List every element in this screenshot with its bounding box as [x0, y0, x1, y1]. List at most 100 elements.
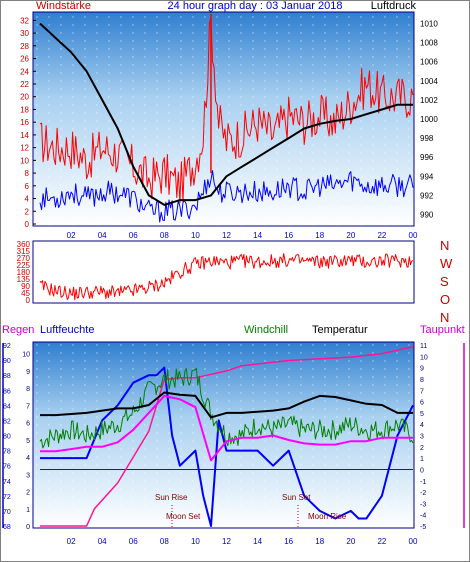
humidity-tick-label: 76: [3, 464, 11, 471]
temp-x-tick-label: 10: [191, 537, 200, 546]
wind-tick-label: 8: [25, 169, 30, 178]
legend-windchill: Windchill: [244, 324, 288, 336]
sun-set-label: Sun Set: [282, 493, 311, 502]
humidity-tick-label: 72: [3, 494, 11, 501]
wind-x-tick-label: 00: [409, 231, 418, 240]
wind-tick-label: 0: [25, 220, 30, 229]
pressure-tick-label: 1006: [420, 58, 438, 67]
humidity-tick-label: 86: [3, 388, 11, 395]
humidity-tick-label: 82: [3, 418, 11, 425]
wind-x-tick-label: 10: [191, 231, 200, 240]
temperature-tick-label: 6: [420, 400, 424, 407]
pressure-tick-label: 1008: [420, 39, 438, 48]
temperature-tick-label: 1: [420, 456, 424, 463]
temp-x-tick-label: 14: [253, 537, 262, 546]
wind-tick-label: 30: [20, 29, 29, 38]
temp-x-tick-label: 00: [409, 537, 418, 546]
direction-tick-label: 90: [21, 282, 30, 291]
temperature-tick-label: 0: [420, 467, 424, 474]
direction-tick-label: 225: [17, 261, 31, 270]
legend-temperatur: Temperatur: [312, 324, 368, 336]
temperature-tick-label: -5: [420, 524, 426, 531]
rain-tick-label: 10: [22, 352, 30, 359]
wind-tick-label: 4: [25, 195, 30, 204]
temp-x-tick-label: 18: [315, 537, 324, 546]
wind-gust-series: [39, 16, 414, 204]
labels-layer: 0246810121416182022242628303299099299499…: [3, 16, 438, 546]
sun-rise-label: Sun Rise: [155, 493, 188, 502]
rain-tick-label: 2: [26, 490, 30, 497]
rain-tick-label: 3: [26, 472, 30, 479]
pressure-tick-label: 1002: [420, 96, 438, 105]
wind-tick-label: 26: [20, 55, 29, 64]
temp-x-tick-label: 08: [160, 537, 169, 546]
wind-tick-label: 6: [25, 182, 30, 191]
temperature-tick-label: 7: [420, 388, 424, 395]
humidity-tick-label: 90: [3, 358, 11, 365]
temp-x-tick-label: 20: [346, 537, 355, 546]
rain-tick-label: 7: [26, 403, 30, 410]
temperature-tick-label: -4: [420, 513, 426, 520]
rain-tick-label: 4: [26, 455, 30, 462]
pressure-tick-label: 998: [420, 134, 434, 143]
wind-x-tick-label: 16: [284, 231, 293, 240]
temperature-tick-label: -1: [420, 479, 426, 486]
pressure-tick-label: 1004: [420, 77, 438, 86]
compass-w: W: [440, 256, 453, 271]
rain-series: [40, 345, 414, 527]
rain-tick-label: 0: [26, 524, 30, 531]
pressure-tick-label: 1010: [420, 20, 438, 29]
wind-tick-label: 32: [20, 16, 29, 25]
wind-x-tick-label: 20: [346, 231, 355, 240]
direction-tick-label: 45: [21, 289, 30, 298]
wind-x-tick-label: 04: [98, 231, 107, 240]
dewpoint-series: [40, 394, 413, 462]
pressure-tick-label: 992: [420, 191, 434, 200]
wind-x-tick-label: 02: [67, 231, 76, 240]
compass-n-top: N: [440, 238, 449, 253]
wind-axis-title: Windstärke: [36, 0, 91, 12]
humidity-tick-label: 84: [3, 403, 11, 410]
wind-tick-label: 22: [20, 80, 29, 89]
wind-tick-label: 24: [20, 67, 29, 76]
pressure-axis-title: Luftdruck: [371, 0, 417, 12]
legend-regen: Regen: [2, 324, 34, 336]
temperature-tick-label: 3: [420, 434, 424, 441]
chart-title: 24 hour graph day : 03 Januar 2018: [168, 0, 343, 12]
legend-luftfeuchte: Luftfeuchte: [40, 324, 94, 336]
wind-x-tick-label: 06: [129, 231, 138, 240]
compass-o: O: [440, 292, 450, 307]
compass-s: S: [440, 274, 449, 289]
temperature-tick-label: -3: [420, 501, 426, 508]
wind-x-tick-label: 12: [222, 231, 231, 240]
wind-direction-series: [39, 253, 414, 301]
humidity-tick-label: 74: [3, 479, 11, 486]
temperature-tick-label: 9: [420, 366, 424, 373]
rain-tick-label: 8: [26, 386, 30, 393]
pressure-tick-label: 996: [420, 153, 434, 162]
wind-tick-label: 2: [25, 207, 30, 216]
temperature-tick-label: -2: [420, 490, 426, 497]
rain-tick-label: 1: [26, 507, 30, 514]
humidity-series: [40, 366, 414, 527]
temp-x-tick-label: 12: [222, 537, 231, 546]
wind-tick-label: 14: [20, 131, 29, 140]
wind-tick-label: 16: [20, 118, 29, 127]
temperature-tick-label: 2: [420, 445, 424, 452]
temp-x-tick-label: 22: [377, 537, 386, 546]
humidity-tick-label: 78: [3, 449, 11, 456]
direction-panel-background: [32, 240, 415, 304]
pressure-series: [39, 22, 413, 206]
temperature-tick-label: 10: [420, 354, 428, 361]
compass-n-bottom: N: [440, 310, 449, 325]
moon-set-label: Moon Set: [166, 512, 201, 521]
temperature-tick-label: 5: [420, 411, 424, 418]
wind-x-tick-label: 14: [253, 231, 262, 240]
temperature-tick-label: 11: [420, 343, 427, 350]
rain-tick-label: 6: [26, 421, 30, 428]
pressure-tick-label: 990: [420, 210, 434, 219]
temp-x-tick-label: 16: [284, 537, 293, 546]
axes-layer: [2, 19, 465, 528]
humidity-tick-label: 80: [3, 434, 11, 441]
